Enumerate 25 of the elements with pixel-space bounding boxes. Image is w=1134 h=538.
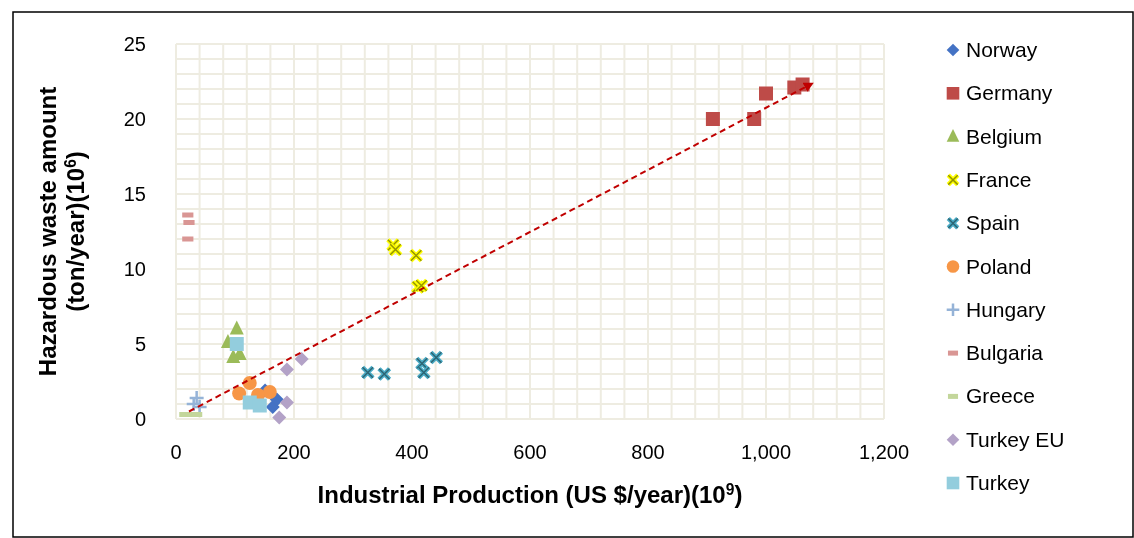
- legend-label: Bulgaria: [966, 341, 1044, 365]
- x-tick-label: 200: [277, 441, 311, 463]
- x-tick-label: 600: [513, 441, 547, 463]
- y-tick-label: 5: [134, 333, 146, 355]
- y-tick-label: 25: [123, 33, 146, 55]
- legend-label: Spain: [966, 211, 1020, 235]
- x-tick-label: 800: [631, 441, 665, 463]
- y-tick-label: 10: [123, 258, 146, 280]
- x-tick-label: 400: [395, 441, 429, 463]
- y-tick-label: 20: [123, 108, 146, 130]
- x-axis-title: Industrial Production (US $/year)(10$^{9}$): [317, 480, 743, 508]
- legend-label: Greece: [966, 384, 1035, 408]
- x-tick-label: 0: [170, 441, 182, 463]
- legend-label: Poland: [966, 254, 1032, 278]
- legend-label: France: [966, 167, 1032, 191]
- x-tick-label: 1,000: [740, 441, 792, 463]
- legend-label: Turkey: [966, 471, 1030, 494]
- legend-label: Turkey EU: [966, 427, 1065, 451]
- legend-label: Norway: [966, 38, 1038, 61]
- legend-label: Germany: [966, 81, 1053, 105]
- y-tick-label: 0: [134, 408, 146, 430]
- x-tick-label: 1,200: [858, 441, 910, 463]
- y-tick-label: 15: [123, 183, 146, 205]
- legend-label: Belgium: [966, 124, 1042, 148]
- legend-label: Hungary: [966, 297, 1046, 321]
